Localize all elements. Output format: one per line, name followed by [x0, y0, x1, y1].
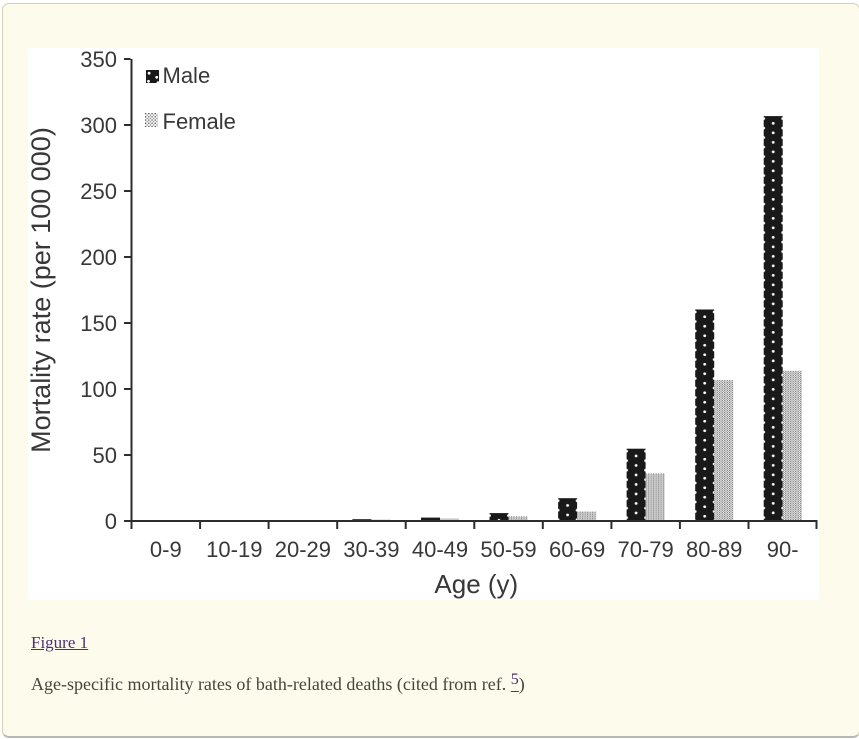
- svg-text:100: 100: [80, 377, 117, 402]
- svg-text:50-59: 50-59: [480, 537, 536, 562]
- svg-text:Age (y): Age (y): [434, 569, 518, 599]
- svg-text:80-89: 80-89: [686, 537, 742, 562]
- svg-text:0-9: 0-9: [150, 537, 182, 562]
- svg-text:70-79: 70-79: [617, 537, 673, 562]
- svg-text:350: 350: [80, 48, 117, 72]
- svg-text:50: 50: [93, 443, 117, 468]
- svg-text:90-: 90-: [767, 537, 799, 562]
- svg-text:20-29: 20-29: [275, 537, 331, 562]
- svg-text:300: 300: [80, 113, 117, 138]
- svg-text:0: 0: [105, 509, 117, 534]
- svg-text:30-39: 30-39: [343, 537, 399, 562]
- svg-text:Male: Male: [163, 63, 211, 88]
- svg-text:250: 250: [80, 179, 117, 204]
- svg-text:200: 200: [80, 245, 117, 270]
- svg-text:Mortality rate (per 100 000): Mortality rate (per 100 000): [28, 127, 56, 453]
- svg-text:40-49: 40-49: [412, 537, 468, 562]
- svg-text:10-19: 10-19: [206, 537, 262, 562]
- svg-text:Female: Female: [163, 109, 236, 134]
- svg-text:60-69: 60-69: [549, 537, 605, 562]
- svg-text:150: 150: [80, 311, 117, 336]
